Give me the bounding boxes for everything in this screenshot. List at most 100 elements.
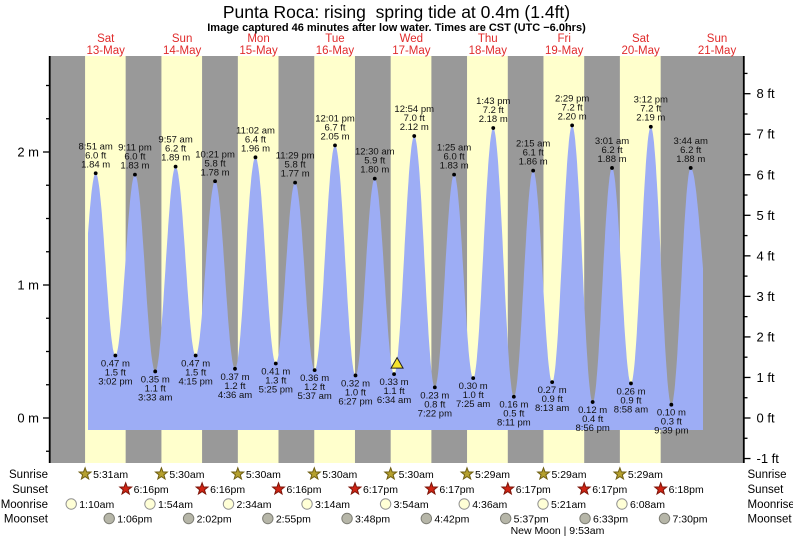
day-date-label: 20-May xyxy=(621,45,660,57)
day-date-label: 16-May xyxy=(316,45,355,57)
tide-label-line: 0.9 ft xyxy=(620,395,641,406)
tide-point xyxy=(333,143,337,148)
tide-label-line: 1.96 m xyxy=(241,143,270,154)
low-tide-label: 0.37 m1.2 ft4:36 am xyxy=(218,372,252,401)
astro-row-label-right: Sunrise xyxy=(748,469,787,481)
tide-label-line: 1.83 m xyxy=(120,161,149,172)
tide-label-line: 6:27 pm xyxy=(338,396,372,407)
tide-label-line: 1.88 m xyxy=(597,154,626,165)
high-tide-label: 3:12 pm7.2 ft2.19 m xyxy=(634,95,668,124)
y-axis-label-m: 2 m xyxy=(17,145,39,160)
tide-label-line: 10:21 pm xyxy=(195,149,235,160)
page-title: Punta Roca: rising spring tide at 0.4m (… xyxy=(222,2,571,22)
sunrise-time-label: 5:29am xyxy=(628,469,663,481)
tide-label-line: 0.4 ft xyxy=(582,414,603,425)
tide-point xyxy=(253,155,258,160)
moonrise-time-label: 2:34am xyxy=(237,499,272,511)
day-date-label: 15-May xyxy=(239,45,278,57)
moonrise-time-label: 3:14am xyxy=(315,499,350,511)
tide-point xyxy=(412,134,417,138)
tide-label-line: 2.18 m xyxy=(479,114,508,125)
sunrise-icon xyxy=(77,466,93,481)
tide-label-line: 1.89 m xyxy=(161,153,190,164)
tide-label-line: 8:51 am xyxy=(79,141,113,152)
high-tide-label: 3:44 am6.2 ft1.88 m xyxy=(674,136,708,165)
tide-label-line: 1.86 m xyxy=(519,157,548,168)
tide-label-line: 0.27 m xyxy=(538,385,567,396)
tide-point xyxy=(432,385,437,390)
moonrise-icon xyxy=(537,498,549,510)
moonrise-time-label: 1:54am xyxy=(158,499,193,511)
low-tide-label: 0.35 m1.1 ft3:33 am xyxy=(138,374,172,403)
tide-label-line: 1:25 am xyxy=(437,143,471,154)
tide-label-line: 2.05 m xyxy=(320,131,349,142)
moonset-time-label: 1:06pm xyxy=(117,513,152,525)
tide-label-line: 3:01 am xyxy=(595,136,629,147)
moonrise-icon xyxy=(379,498,392,510)
tide-label-line: 0.23 m xyxy=(420,390,449,401)
low-tide-label: 0.41 m1.3 ft5:25 pm xyxy=(259,366,293,395)
tide-point xyxy=(293,180,298,185)
tide-label-line: 1.2 ft xyxy=(304,382,325,393)
sunset-time-label: 6:17pm xyxy=(592,484,627,496)
tide-label-line: 2:15 am xyxy=(516,139,550,150)
tide-label-line: 2.20 m xyxy=(558,111,587,122)
high-tide-label: 11:02 am6.4 ft1.96 m xyxy=(236,125,275,154)
moonset-icon xyxy=(499,512,512,525)
day-name-label: Tue xyxy=(325,33,344,45)
tide-label-line: 7.2 ft xyxy=(483,105,504,116)
tide-point xyxy=(531,168,536,173)
tide-label-line: 1.80 m xyxy=(360,165,389,176)
left-axis-line xyxy=(48,56,51,463)
tide-label-line: 0.33 m xyxy=(380,377,409,388)
tide-label-line: 1.78 m xyxy=(201,167,230,178)
tide-point xyxy=(353,373,358,378)
tide-label-line: 0.32 m xyxy=(341,378,370,389)
low-tide-label: 0.12 m0.4 ft8:56 pm xyxy=(575,405,609,434)
moonrise-icon xyxy=(144,498,156,510)
astro-row-label-left: Sunset xyxy=(12,484,49,496)
tide-point xyxy=(193,353,198,358)
low-tide-label: 0.33 m1.1 ft6:34 am xyxy=(377,377,411,406)
tide-label-line: 5:25 pm xyxy=(259,384,293,395)
moonset-icon xyxy=(658,512,671,525)
sunset-icon xyxy=(424,481,439,496)
low-tide-label: 0.30 m1.0 ft7:25 am xyxy=(456,381,490,410)
tide-point xyxy=(629,381,633,386)
astro-row-label-right: Moonrise xyxy=(748,499,793,511)
tide-label-line: 1.0 ft xyxy=(345,387,366,398)
moonrise-icon xyxy=(458,498,470,510)
day-name-label: Sat xyxy=(97,33,115,45)
sunrise-time-label: 5:29am xyxy=(475,469,510,481)
high-tide-label: 12:01 pm6.7 ft2.05 m xyxy=(315,113,355,142)
moonset-time-label: 7:30pm xyxy=(673,513,708,525)
tide-label-line: 5.8 ft xyxy=(285,160,306,171)
tide-point xyxy=(550,380,555,384)
y-axis-label-ft: 5 ft xyxy=(757,208,775,223)
tide-label-line: 0.16 m xyxy=(499,400,528,411)
sunset-icon xyxy=(194,481,210,496)
moonrise-icon xyxy=(65,498,77,510)
tide-point xyxy=(610,166,614,170)
y-axis-label-ft: 7 ft xyxy=(757,127,775,142)
tide-label-line: 2:29 pm xyxy=(555,93,589,104)
tide-label-line: 3:02 pm xyxy=(98,376,132,387)
day-name-label: Wed xyxy=(400,33,423,45)
moonset-time-label: 2:55pm xyxy=(276,513,311,525)
tide-point xyxy=(688,166,693,170)
tide-label-line: 2.19 m xyxy=(636,113,665,124)
tide-label-line: 1.2 ft xyxy=(224,381,245,392)
tide-label-line: 1.0 ft xyxy=(463,390,484,401)
current-time-marker-icon xyxy=(390,356,404,369)
high-tide-label: 9:11 pm6.0 ft1.83 m xyxy=(118,143,152,172)
day-date-label: 21-May xyxy=(698,45,737,57)
tide-label-line: 5:37 am xyxy=(297,391,331,402)
tide-label-line: 6.0 ft xyxy=(124,152,145,163)
tide-point xyxy=(312,368,317,373)
tide-point xyxy=(372,176,377,181)
astro-row-label-left: Moonset xyxy=(4,514,49,526)
y-axis-label-ft: 0 ft xyxy=(757,411,775,426)
sunset-icon xyxy=(653,481,668,496)
